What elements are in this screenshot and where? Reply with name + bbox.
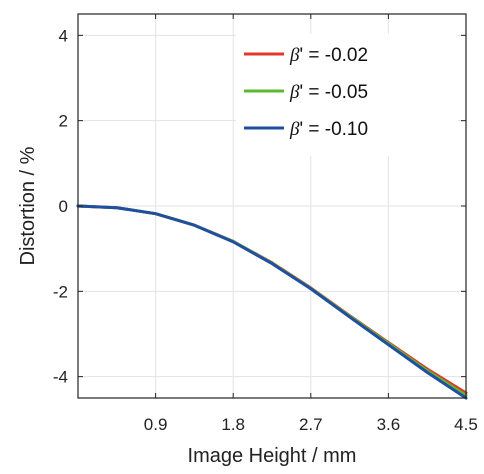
series-line-1	[76, 204, 468, 395]
legend-label-2: β' = -0.05	[289, 82, 368, 103]
x-tick-label: 4.5	[454, 415, 478, 434]
y-axis-title: Distortion / %	[17, 146, 39, 265]
x-tick-label: 1.8	[221, 415, 245, 434]
x-axis-title: Image Height / mm	[188, 445, 357, 467]
x-tick-label: 3.6	[377, 415, 401, 434]
y-tick-label: 2	[59, 112, 68, 131]
y-tick-label: 0	[59, 197, 68, 216]
y-tick-label: -2	[53, 282, 68, 301]
x-tick-label: 0.9	[144, 415, 168, 434]
series-lines	[76, 204, 468, 400]
legend: β' = -0.02 β' = -0.05 β' = -0.10	[236, 34, 458, 156]
legend-label-3: β' = -0.10	[289, 119, 368, 140]
series-line-2	[76, 204, 468, 397]
series-line-3	[76, 204, 468, 400]
axis-ticks: 0.9 1.8 2.7 3.6 4.5 4 2 0 -2 -4	[53, 14, 478, 434]
y-tick-label: -4	[53, 368, 68, 387]
y-tick-label: 4	[59, 26, 68, 45]
legend-label-1: β' = -0.02	[289, 45, 368, 66]
x-tick-label: 2.7	[299, 415, 323, 434]
